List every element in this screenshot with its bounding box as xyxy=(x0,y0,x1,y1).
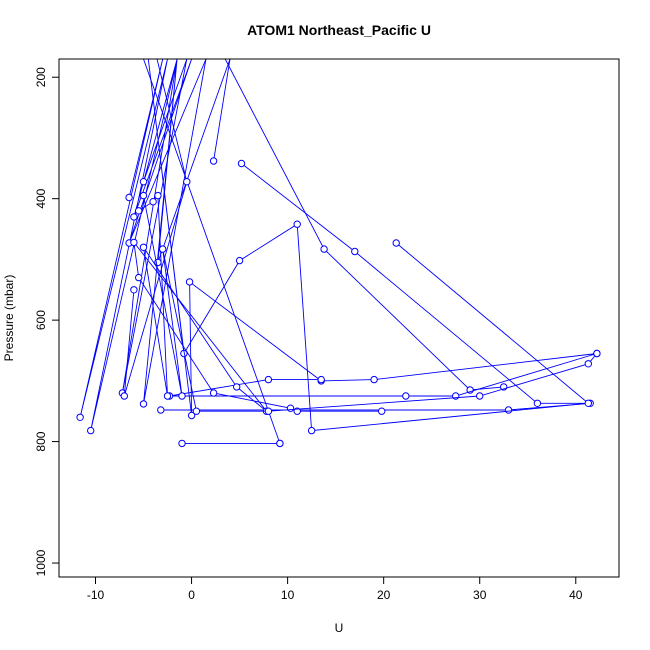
data-point xyxy=(159,245,167,253)
data-point xyxy=(584,399,592,407)
data-point xyxy=(402,392,410,400)
x-tick-label: 0 xyxy=(188,588,195,602)
data-point xyxy=(125,193,133,202)
data-point xyxy=(139,191,148,200)
x-tick-label: -10 xyxy=(87,588,105,602)
data-point xyxy=(149,198,157,206)
series-1 xyxy=(157,159,594,414)
data-point xyxy=(187,411,196,420)
y-tick-label: 600 xyxy=(34,310,48,330)
y-axis-label: Pressure (mbar) xyxy=(2,275,16,362)
data-point xyxy=(185,278,194,286)
x-axis: -10 0 10 20 30 40 xyxy=(87,577,583,602)
data-point xyxy=(533,399,542,407)
x-tick-label: 40 xyxy=(569,588,583,602)
series-3 xyxy=(120,59,284,448)
y-tick-label: 400 xyxy=(34,188,48,208)
plot-area xyxy=(76,59,601,448)
data-point xyxy=(476,392,484,400)
data-point xyxy=(178,392,186,400)
data-point xyxy=(378,407,386,415)
data-point xyxy=(178,439,186,448)
series-line xyxy=(160,163,591,411)
y-tick-label: 200 xyxy=(34,67,48,87)
data-point xyxy=(317,375,325,384)
series-line xyxy=(133,194,382,412)
x-axis-label: U xyxy=(335,621,344,635)
y-axis: 200 400 600 800 1000 xyxy=(34,67,59,576)
data-point xyxy=(209,157,218,165)
chart-title: ATOM1 Northeast_Pacific U xyxy=(247,22,431,38)
data-point xyxy=(351,247,359,256)
data-point xyxy=(120,392,129,400)
data-point xyxy=(139,400,148,408)
data-point xyxy=(183,178,191,186)
data-point xyxy=(264,407,273,415)
data-point xyxy=(307,426,316,435)
data-point xyxy=(130,238,138,247)
data-point xyxy=(584,360,592,368)
data-point xyxy=(87,426,95,435)
series-line xyxy=(123,59,281,444)
series-2 xyxy=(224,59,508,394)
data-point xyxy=(504,406,513,414)
data-point xyxy=(235,256,244,265)
data-point xyxy=(276,439,284,448)
data-point xyxy=(237,159,246,168)
series-line xyxy=(147,59,598,432)
data-point xyxy=(320,245,328,253)
data-point xyxy=(192,407,201,415)
data-point xyxy=(135,207,143,215)
data-point xyxy=(286,404,295,412)
series-line xyxy=(143,195,598,412)
x-tick-label: 10 xyxy=(281,588,295,602)
data-point xyxy=(370,375,378,384)
data-point xyxy=(593,349,601,358)
data-point xyxy=(135,273,143,282)
data-point xyxy=(130,286,138,294)
y-tick-label: 800 xyxy=(34,431,48,451)
x-tick-label: 30 xyxy=(473,588,487,602)
y-tick-label: 1000 xyxy=(34,549,48,576)
data-point xyxy=(154,191,162,200)
x-tick-label: 20 xyxy=(377,588,391,602)
data-point xyxy=(264,375,273,384)
data-point xyxy=(163,392,172,400)
plot-frame xyxy=(58,58,620,578)
data-point xyxy=(233,383,241,391)
data-point xyxy=(139,243,148,252)
series-line xyxy=(224,59,504,391)
data-point xyxy=(157,406,165,414)
series-5 xyxy=(130,191,386,415)
data-point xyxy=(209,389,218,397)
series-6 xyxy=(139,191,601,415)
series-4 xyxy=(147,59,601,435)
data-point xyxy=(139,178,148,186)
data-point xyxy=(130,213,138,221)
data-point xyxy=(76,413,84,421)
data-point xyxy=(293,220,301,228)
data-point xyxy=(392,239,400,247)
